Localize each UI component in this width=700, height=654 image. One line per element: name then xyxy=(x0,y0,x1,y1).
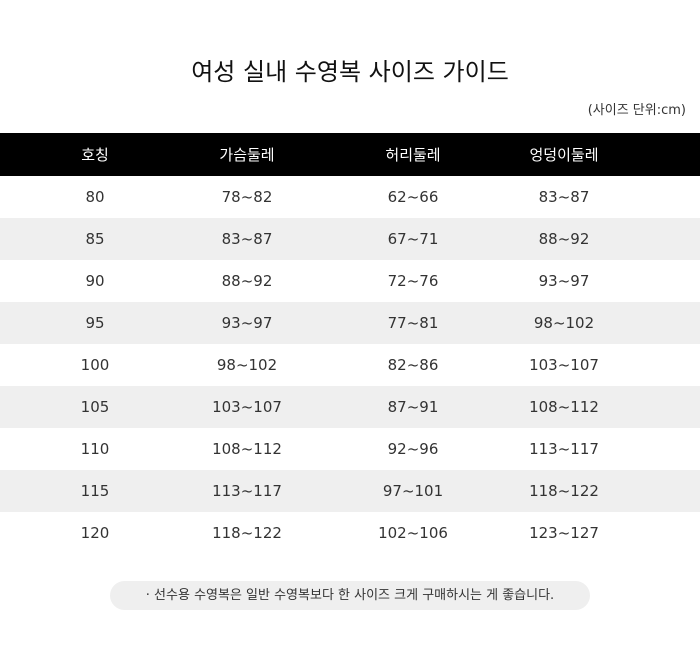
table-row: 100 98~102 82~86 103~107 xyxy=(0,344,700,386)
table-row: 85 83~87 67~71 88~92 xyxy=(0,218,700,260)
cell-waist: 77~81 xyxy=(387,314,439,332)
cell-chest: 78~82 xyxy=(221,188,273,206)
header-hip: 엉덩이둘레 xyxy=(529,146,599,164)
cell-waist: 87~91 xyxy=(387,398,439,416)
cell-hip: 123~127 xyxy=(529,524,599,542)
cell-waist: 62~66 xyxy=(387,188,439,206)
table-row: 90 88~92 72~76 93~97 xyxy=(0,260,700,302)
cell-chest: 118~122 xyxy=(212,524,282,542)
cell-hip: 83~87 xyxy=(538,188,590,206)
cell-waist: 92~96 xyxy=(387,440,439,458)
cell-chest: 108~112 xyxy=(212,440,282,458)
size-table: 호칭 가슴둘레 허리둘레 엉덩이둘레 80 78~82 62~66 83~87 85 83… xyxy=(0,133,700,554)
table-row: 120 118~122 102~106 123~127 xyxy=(0,512,700,554)
cell-waist: 102~106 xyxy=(378,524,448,542)
cell-size: 100 xyxy=(80,356,110,374)
cell-size: 110 xyxy=(80,440,110,458)
cell-hip: 93~97 xyxy=(538,272,590,290)
header-chest: 가슴둘레 xyxy=(219,146,275,164)
header-size: 호칭 xyxy=(81,146,109,164)
cell-waist: 82~86 xyxy=(387,356,439,374)
footnote: · 선수용 수영복은 일반 수영복보다 한 사이즈 크게 구매하시는 게 좋습니… xyxy=(110,581,590,610)
cell-size: 115 xyxy=(80,482,110,500)
table-row: 115 113~117 97~101 118~122 xyxy=(0,470,700,512)
cell-waist: 97~101 xyxy=(382,482,444,500)
cell-hip: 98~102 xyxy=(533,314,595,332)
unit-note: (사이즈 단위:cm) xyxy=(587,103,686,118)
table-row: 110 108~112 92~96 113~117 xyxy=(0,428,700,470)
cell-hip: 118~122 xyxy=(529,482,599,500)
cell-chest: 93~97 xyxy=(221,314,273,332)
cell-size: 85 xyxy=(85,230,105,248)
cell-waist: 67~71 xyxy=(387,230,439,248)
cell-size: 120 xyxy=(80,524,110,542)
table-row: 80 78~82 62~66 83~87 xyxy=(0,176,700,218)
cell-chest: 113~117 xyxy=(212,482,282,500)
cell-size: 105 xyxy=(80,398,110,416)
header-waist: 허리둘레 xyxy=(385,146,441,164)
cell-chest: 103~107 xyxy=(212,398,282,416)
cell-waist: 72~76 xyxy=(387,272,439,290)
cell-hip: 88~92 xyxy=(538,230,590,248)
cell-size: 95 xyxy=(85,314,105,332)
cell-hip: 113~117 xyxy=(529,440,599,458)
table-row: 105 103~107 87~91 108~112 xyxy=(0,386,700,428)
cell-chest: 83~87 xyxy=(221,230,273,248)
table-row: 95 93~97 77~81 98~102 xyxy=(0,302,700,344)
table-header: 호칭 가슴둘레 허리둘레 엉덩이둘레 xyxy=(0,133,700,176)
cell-hip: 103~107 xyxy=(529,356,599,374)
cell-size: 80 xyxy=(85,188,105,206)
page-title: 여성 실내 수영복 사이즈 가이드 xyxy=(191,58,509,86)
cell-chest: 88~92 xyxy=(221,272,273,290)
cell-chest: 98~102 xyxy=(216,356,278,374)
cell-size: 90 xyxy=(85,272,105,290)
cell-hip: 108~112 xyxy=(529,398,599,416)
